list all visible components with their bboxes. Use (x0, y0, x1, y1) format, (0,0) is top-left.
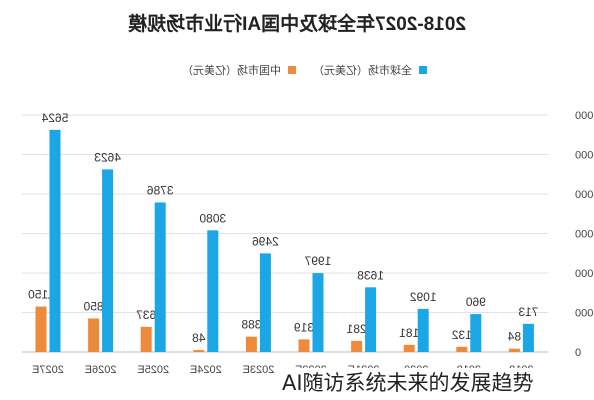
data-label: 960 (465, 295, 485, 309)
bar (312, 273, 324, 352)
x-tick-label: 2027E (32, 364, 64, 376)
data-label: 713 (518, 305, 538, 319)
data-label: 3080 (199, 211, 226, 225)
legend-swatch (288, 66, 296, 74)
bar (456, 346, 468, 352)
bar (49, 129, 61, 352)
x-tick-label: 2026E (85, 364, 117, 376)
data-label: 48 (192, 331, 206, 345)
bar (140, 326, 152, 352)
data-label: 850 (83, 299, 103, 313)
bar (207, 230, 219, 352)
legend-label: 全球市场（亿美元） (313, 63, 412, 77)
bar-group: 1150 5624 850 4623 637 3786 48 3080 388 2496 319 19… (28, 111, 538, 352)
y-tick-label: 2000 (575, 268, 594, 280)
caption-text: AI随访系统未来的发展趋势 (282, 368, 592, 398)
x-tick-label: 2023E (242, 364, 274, 376)
data-label: 388 (241, 318, 261, 332)
bar (154, 202, 166, 352)
data-label: 2496 (252, 234, 279, 248)
bar (470, 314, 482, 352)
data-label: 637 (136, 308, 156, 322)
bar (365, 287, 377, 352)
legend-swatch (419, 66, 427, 74)
data-label: 181 (399, 326, 419, 340)
y-axis-ticks: 6000 5000 4000 3000 2000 1000 0 (575, 110, 594, 359)
bar (351, 340, 363, 352)
bar (88, 318, 100, 352)
data-label: 132 (451, 328, 471, 342)
bar (259, 253, 271, 352)
bar (102, 169, 114, 352)
data-label: 1638 (357, 268, 384, 282)
chart-legend: 全球市场（亿美元） 中国市场（亿美元） (182, 63, 427, 77)
y-tick-label: 6000 (575, 110, 594, 122)
data-label: 281 (346, 322, 366, 336)
bar (508, 348, 520, 352)
y-tick-label: 1000 (575, 308, 594, 320)
y-tick-label: 3000 (575, 229, 594, 241)
x-tick-label: 2025E (137, 364, 169, 376)
chart-title: 2018-2027年全球及中国AI行业市场规模 (127, 12, 466, 35)
data-label: 319 (294, 320, 314, 334)
x-tick-label: 2024E (190, 364, 222, 376)
data-label: 4623 (94, 150, 121, 164)
bar (35, 306, 47, 352)
data-label: 5624 (41, 111, 68, 125)
bar (193, 350, 205, 352)
y-tick-label: 0 (575, 347, 581, 359)
bar (298, 339, 310, 352)
data-label: 1997 (304, 254, 331, 268)
data-label: 1092 (410, 290, 437, 304)
bar (245, 336, 257, 352)
y-tick-label: 5000 (575, 150, 594, 162)
legend-label: 中国市场（亿美元） (182, 63, 281, 77)
data-label: 1150 (28, 288, 54, 302)
bar (403, 344, 415, 352)
y-tick-label: 4000 (575, 189, 594, 201)
data-label: 84 (507, 330, 521, 344)
data-label: 3786 (147, 183, 174, 197)
bar (522, 323, 534, 352)
bar (417, 308, 429, 352)
